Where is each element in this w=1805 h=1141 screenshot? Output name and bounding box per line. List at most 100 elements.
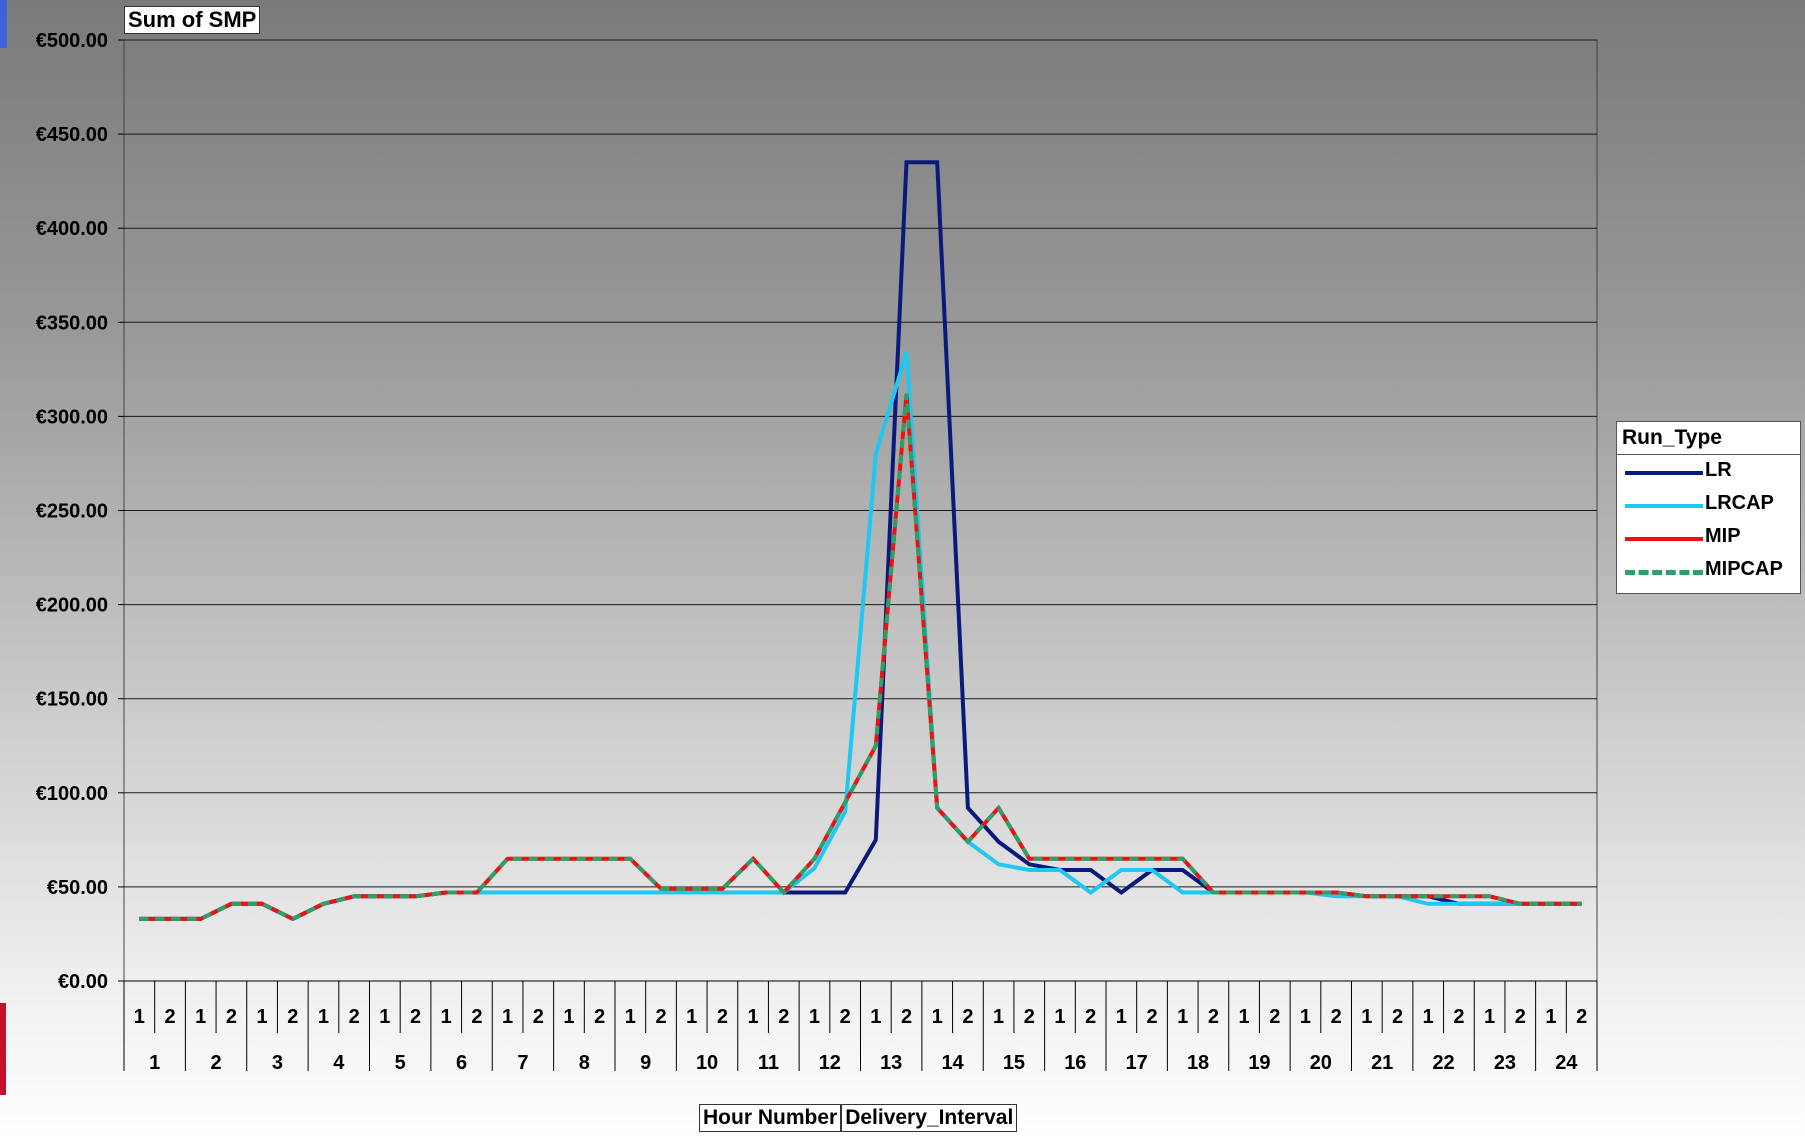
x-interval-label: 1 [625, 1006, 636, 1028]
x-hour-label: 10 [696, 1052, 718, 1074]
x-hour-label: 18 [1187, 1052, 1209, 1074]
plot-area: €0.00 €50.00 €100.00 €150.00 €200.00 €250.00 €… [36, 30, 1598, 1074]
y-tick-label: €500.00 [36, 30, 108, 52]
x-interval-label: 2 [287, 1006, 298, 1028]
x-hour-label: 22 [1432, 1052, 1454, 1074]
gridlines [124, 39, 1597, 982]
legend-label-mip: MIP [1705, 525, 1741, 547]
y-tick-label: €250.00 [36, 501, 108, 523]
x-hour-label: 16 [1064, 1052, 1086, 1074]
x-interval-label: 1 [195, 1006, 206, 1028]
x-interval-label: 2 [1085, 1006, 1096, 1028]
y-axis-ticks: €0.00 €50.00 €100.00 €150.00 €200.00 €250.00 €… [36, 30, 124, 993]
legend-label-mipcap: MIPCAP [1705, 558, 1783, 580]
x-hour-label: 5 [395, 1052, 406, 1074]
legend-item-mip: MIP [1617, 521, 1800, 554]
x-interval-label: 1 [379, 1006, 390, 1028]
x-hour-label: 8 [579, 1052, 590, 1074]
x-interval-label: 1 [441, 1006, 452, 1028]
x-hour-label: 21 [1371, 1052, 1393, 1074]
legend: Run_Type LR LRCAP MIP MIPCAP [1616, 421, 1801, 594]
x-hour-label: 14 [941, 1052, 964, 1074]
x-interval-label: 2 [778, 1006, 789, 1028]
x-hour-label: 15 [1003, 1052, 1025, 1074]
x-interval-label: 2 [533, 1006, 544, 1028]
axis-footer: Hour Number Delivery_Interval [699, 1104, 1018, 1132]
legend-swatch-lr [1625, 471, 1703, 475]
x-interval-label: 2 [717, 1006, 728, 1028]
x-interval-label: 2 [1515, 1006, 1526, 1028]
series-line-lr [139, 160, 1582, 922]
x-interval-label: 1 [686, 1006, 697, 1028]
x-interval-label: 1 [1300, 1006, 1311, 1028]
y-tick-label: €350.00 [36, 312, 108, 334]
x-interval-label: 1 [257, 1006, 268, 1028]
x-interval-label: 1 [1239, 1006, 1250, 1028]
x-interval-label: 1 [1423, 1006, 1434, 1028]
x-interval-label: 2 [594, 1006, 605, 1028]
axis-footer-delivery-interval: Delivery_Interval [841, 1104, 1018, 1132]
x-hour-label: 9 [640, 1052, 651, 1074]
x-hour-label: 6 [456, 1052, 467, 1074]
legend-swatch-mipcap [1625, 570, 1703, 575]
x-interval-label: 1 [993, 1006, 1004, 1028]
x-interval-label: 2 [655, 1006, 666, 1028]
legend-label-lr: LR [1705, 459, 1732, 481]
x-hour-label: 20 [1310, 1052, 1332, 1074]
x-interval-label: 2 [471, 1006, 482, 1028]
x-interval-label: 1 [1054, 1006, 1065, 1028]
page-edge-accent-red [0, 1003, 6, 1095]
x-interval-label: 2 [1208, 1006, 1219, 1028]
page-edge-accent-blue [0, 0, 7, 48]
series-line-lrcap [139, 351, 1582, 922]
x-interval-label: 1 [134, 1006, 145, 1028]
series-lines [139, 160, 1582, 922]
x-interval-label: 2 [226, 1006, 237, 1028]
y-tick-label: €450.00 [36, 124, 108, 146]
x-hour-label: 23 [1494, 1052, 1516, 1074]
y-tick-label: €0.00 [58, 971, 108, 993]
x-interval-label: 1 [1177, 1006, 1188, 1028]
x-interval-label: 1 [563, 1006, 574, 1028]
x-hour-label: 19 [1248, 1052, 1270, 1074]
x-hour-label: 13 [880, 1052, 902, 1074]
x-hour-label: 1 [149, 1052, 160, 1074]
legend-item-lr: LR [1617, 455, 1800, 488]
series-line-mipcap [139, 393, 1582, 922]
chart-title: Sum of SMP [124, 6, 261, 34]
x-interval-label: 1 [932, 1006, 943, 1028]
x-hour-label: 24 [1555, 1052, 1578, 1074]
x-interval-label: 2 [410, 1006, 421, 1028]
series-line-mip [139, 393, 1582, 922]
legend-title: Run_Type [1617, 422, 1800, 455]
x-hour-label: 2 [211, 1052, 222, 1074]
legend-item-lrcap: LRCAP [1617, 488, 1800, 521]
x-hour-label: 7 [517, 1052, 528, 1074]
x-interval-label: 1 [318, 1006, 329, 1028]
x-interval-label: 2 [164, 1006, 175, 1028]
axis-footer-hour-number: Hour Number [699, 1104, 842, 1132]
x-interval-label: 2 [1392, 1006, 1403, 1028]
x-interval-label: 1 [870, 1006, 881, 1028]
y-tick-label: €300.00 [36, 406, 108, 428]
x-interval-label: 1 [1116, 1006, 1127, 1028]
y-tick-label: €400.00 [36, 218, 108, 240]
x-interval-label: 2 [1453, 1006, 1464, 1028]
x-interval-label: 1 [502, 1006, 513, 1028]
x-hour-label: 17 [1126, 1052, 1148, 1074]
x-interval-label: 2 [1576, 1006, 1587, 1028]
y-tick-label: €100.00 [36, 783, 108, 805]
x-interval-label: 2 [1269, 1006, 1280, 1028]
x-interval-label: 2 [1146, 1006, 1157, 1028]
x-interval-label: 1 [1484, 1006, 1495, 1028]
x-interval-label: 1 [1545, 1006, 1556, 1028]
x-interval-label: 2 [1024, 1006, 1035, 1028]
x-hour-label: 3 [272, 1052, 283, 1074]
legend-item-mipcap: MIPCAP [1617, 554, 1800, 587]
x-interval-label: 2 [1331, 1006, 1342, 1028]
x-interval-label: 2 [962, 1006, 973, 1028]
x-hour-label: 12 [819, 1052, 841, 1074]
y-tick-label: €200.00 [36, 595, 108, 617]
